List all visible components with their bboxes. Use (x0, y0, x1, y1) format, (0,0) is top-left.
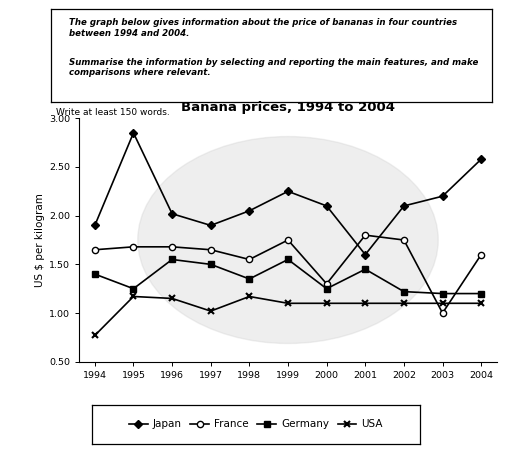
Japan (131, 130, 137, 136)
Germany (362, 267, 368, 272)
Japan (285, 188, 291, 194)
Germany (208, 262, 214, 267)
Title: Banana prices, 1994 to 2004: Banana prices, 1994 to 2004 (181, 101, 395, 114)
Japan (246, 208, 252, 213)
USA (208, 308, 214, 314)
France (285, 238, 291, 243)
Japan (478, 157, 484, 162)
France (246, 257, 252, 262)
Japan (362, 252, 368, 258)
Germany (285, 257, 291, 262)
France (478, 252, 484, 258)
Germany (324, 286, 330, 291)
Germany (246, 276, 252, 282)
France (208, 247, 214, 253)
Text: Summarise the information by selecting and reporting the main features, and make: Summarise the information by selecting a… (69, 58, 478, 77)
USA (478, 301, 484, 306)
USA (439, 301, 445, 306)
France (362, 233, 368, 238)
France (131, 244, 137, 249)
Japan (439, 193, 445, 199)
Germany (169, 257, 175, 262)
USA (285, 301, 291, 306)
Ellipse shape (138, 136, 438, 344)
Legend: Japan, France, Germany, USA: Japan, France, Germany, USA (125, 415, 387, 434)
France (324, 281, 330, 287)
USA (169, 296, 175, 301)
Line: France: France (92, 232, 484, 316)
USA (324, 301, 330, 306)
Line: Japan: Japan (92, 130, 484, 258)
Text: Write at least 150 words.: Write at least 150 words. (56, 108, 170, 117)
France (169, 244, 175, 249)
Japan (401, 203, 407, 209)
Y-axis label: US $ per kilogram: US $ per kilogram (35, 193, 45, 287)
USA (92, 333, 98, 338)
Germany (478, 291, 484, 296)
Germany (92, 271, 98, 277)
Text: The graph below gives information about the price of bananas in four countries
b: The graph below gives information about … (69, 18, 457, 38)
Japan (324, 203, 330, 209)
France (92, 247, 98, 253)
USA (246, 294, 252, 299)
USA (362, 301, 368, 306)
France (439, 310, 445, 316)
USA (131, 294, 137, 299)
Line: Germany: Germany (92, 256, 484, 297)
Line: USA: USA (91, 293, 485, 339)
Germany (439, 291, 445, 296)
Japan (169, 211, 175, 217)
Germany (131, 286, 137, 291)
France (401, 238, 407, 243)
Germany (401, 289, 407, 294)
Japan (92, 222, 98, 228)
Japan (208, 222, 214, 228)
USA (401, 301, 407, 306)
